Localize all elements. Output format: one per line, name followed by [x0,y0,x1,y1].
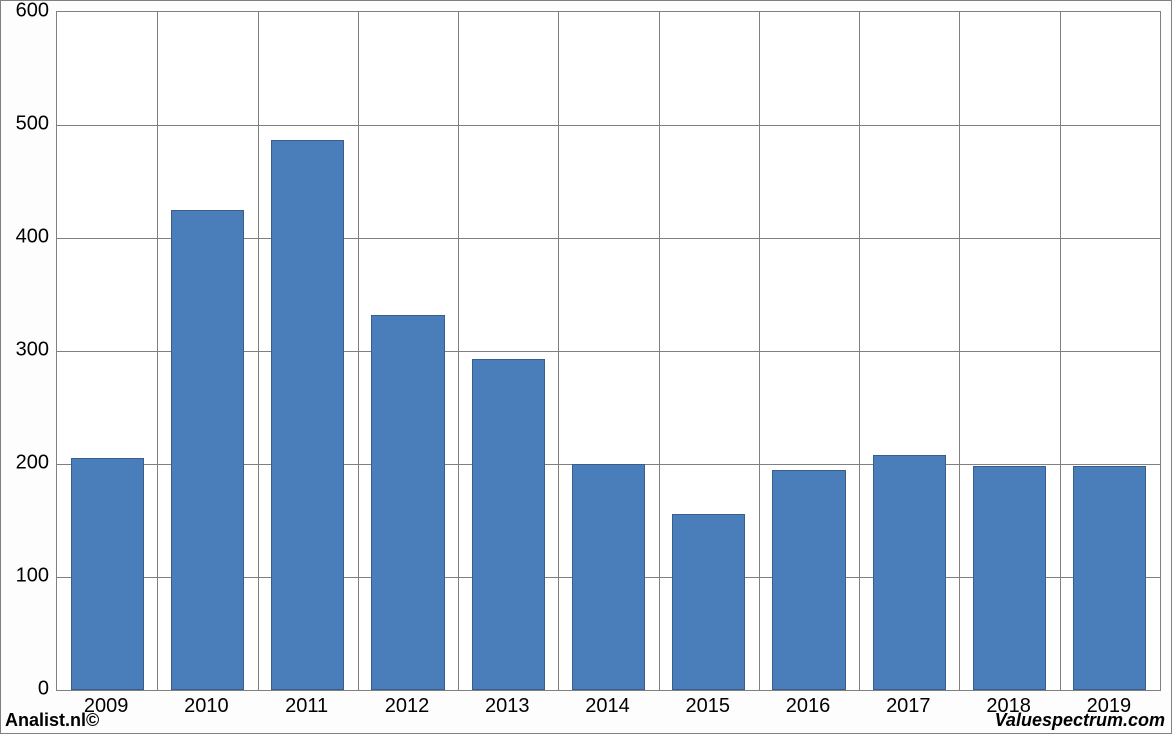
gridline-vertical [659,12,660,690]
xtick-label: 2017 [886,695,931,718]
xtick-label: 2010 [184,695,229,718]
footer-right-credit: Valuespectrum.com [995,710,1165,731]
gridline-vertical [1060,12,1061,690]
footer-left-credit: Analist.nl© [5,710,99,731]
xtick-label: 2015 [686,695,731,718]
gridline-vertical [258,12,259,690]
xtick-label: 2012 [385,695,430,718]
bar [71,458,144,690]
bar [572,464,645,690]
bar [672,514,745,690]
xtick-label: 2014 [585,695,630,718]
bar [973,466,1046,690]
ytick-label: 400 [4,226,49,249]
bar [171,210,244,690]
ytick-label: 100 [4,565,49,588]
ytick-label: 300 [4,339,49,362]
bar [271,140,344,690]
bar [371,315,444,690]
plot-area [56,11,1161,691]
gridline-horizontal [57,125,1160,126]
bar [1073,466,1146,690]
xtick-label: 2016 [786,695,831,718]
bar [772,470,845,690]
bar [873,455,946,690]
chart-frame: 0100200300400500600 20092010201120122013… [0,0,1172,734]
bar [472,359,545,690]
gridline-vertical [358,12,359,690]
ytick-label: 600 [4,0,49,23]
gridline-vertical [859,12,860,690]
gridline-vertical [558,12,559,690]
ytick-label: 200 [4,452,49,475]
gridline-vertical [157,12,158,690]
xtick-label: 2013 [485,695,530,718]
xtick-label: 2011 [285,695,328,718]
gridline-vertical [759,12,760,690]
ytick-label: 0 [4,678,49,701]
ytick-label: 500 [4,113,49,136]
gridline-vertical [458,12,459,690]
gridline-vertical [959,12,960,690]
